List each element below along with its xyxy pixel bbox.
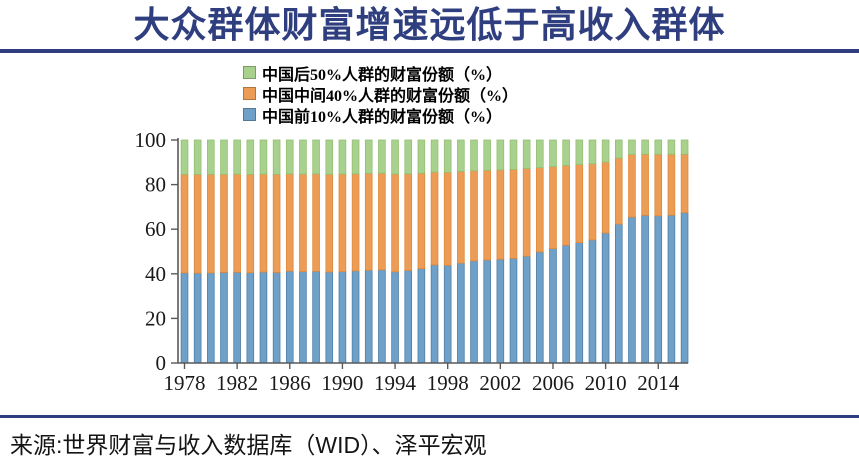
svg-text:80: 80 bbox=[145, 173, 166, 197]
svg-text:0: 0 bbox=[156, 351, 167, 375]
legend-swatch-middle40-icon bbox=[243, 87, 256, 100]
footer-separator bbox=[0, 415, 859, 418]
page-title: 大众群体财富增速远低于高收入群体 bbox=[133, 4, 726, 45]
svg-text:1982: 1982 bbox=[216, 371, 258, 395]
svg-text:60: 60 bbox=[145, 217, 166, 241]
svg-text:1998: 1998 bbox=[427, 371, 469, 395]
svg-text:2006: 2006 bbox=[532, 371, 574, 395]
legend-label-bottom50: 中国后50%人群的财富份额（%） bbox=[262, 66, 503, 84]
svg-text:40: 40 bbox=[145, 262, 166, 286]
svg-text:1986: 1986 bbox=[269, 371, 311, 395]
svg-text:100: 100 bbox=[135, 128, 167, 152]
svg-text:1990: 1990 bbox=[321, 371, 363, 395]
legend-label-middle40: 中国中间40%人群的财富份额（%） bbox=[262, 87, 519, 105]
legend-item-top10: 中国前10%人群的财富份额（%） bbox=[243, 104, 518, 126]
source-note: 来源:世界财富与收入数据库（WID）、泽平宏观 bbox=[10, 432, 487, 458]
svg-text:20: 20 bbox=[145, 306, 166, 330]
svg-text:1994: 1994 bbox=[374, 371, 417, 395]
stacked-bar-chart: 0 20 40 60 80 100 1978 1982 1986 1990 1994 1998 2002… bbox=[135, 128, 689, 395]
legend-item-bottom50: 中国后50%人群的财富份额（%） bbox=[243, 62, 518, 84]
svg-text:1978: 1978 bbox=[164, 371, 206, 395]
svg-text:2002: 2002 bbox=[479, 371, 521, 395]
title-underline bbox=[0, 49, 859, 53]
legend-item-middle40: 中国中间40%人群的财富份额（%） bbox=[243, 83, 519, 105]
svg-text:2014: 2014 bbox=[637, 371, 680, 395]
svg-text:2010: 2010 bbox=[585, 371, 627, 395]
legend-label-top10: 中国前10%人群的财富份额（%） bbox=[262, 108, 503, 126]
legend-swatch-bottom50-icon bbox=[243, 66, 256, 79]
chart-legend: 中国后50%人群的财富份额（%） 中国中间40%人群的财富份额（%） 中国前10… bbox=[243, 62, 519, 126]
legend-swatch-top10-icon bbox=[243, 108, 256, 121]
